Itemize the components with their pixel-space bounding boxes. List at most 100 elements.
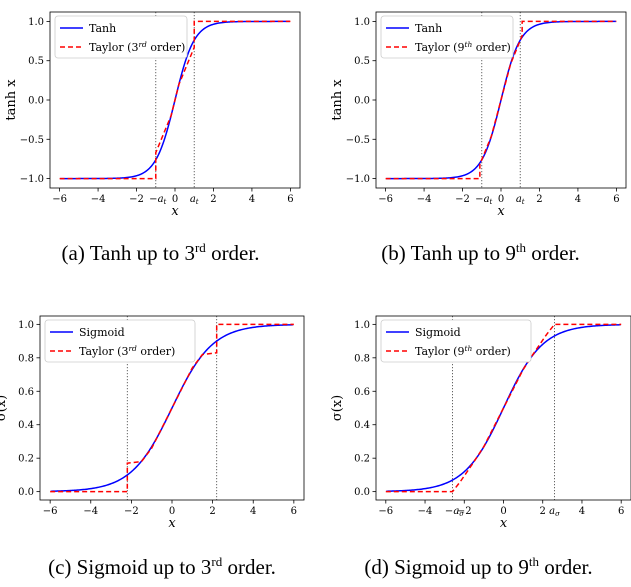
legend-label: Taylor (3rd order) — [79, 344, 175, 358]
x-tick-label: 6 — [618, 506, 624, 517]
y-axis-label: σ(x) — [0, 395, 9, 421]
y-tick-label: 1.0 — [28, 17, 44, 28]
caption-c-sup: rd — [211, 554, 223, 569]
y-tick-label: 0.0 — [28, 96, 44, 107]
x-axis-label: x — [171, 204, 179, 219]
x-tick-label: 6 — [287, 194, 293, 205]
y-tick-label: 0.8 — [354, 353, 370, 364]
caption-b-suffix: order. — [526, 241, 580, 265]
plot-data — [385, 20, 617, 180]
y-tick-label: 0.4 — [18, 420, 34, 431]
x-tick-label: −2 — [455, 194, 470, 205]
series-line-taylor — [50, 323, 294, 493]
x-tick-label: 4 — [250, 506, 256, 517]
y-axis-label: σ(x) — [330, 395, 345, 421]
plot-data — [385, 323, 622, 493]
x-tick-label: 0 — [498, 194, 504, 205]
caption-b: (b) Tanh up to 9th order. — [348, 240, 613, 266]
y-tick-label: −1.0 — [346, 174, 370, 185]
y-tick-label: 0.5 — [28, 56, 44, 67]
legend-label: Tanh — [89, 22, 116, 35]
legend-label: Taylor (9th order) — [415, 40, 511, 54]
x-tick-label: 6 — [613, 194, 619, 205]
x-tick-label: 4 — [249, 194, 255, 205]
y-axis-label: tanh x — [4, 79, 19, 121]
x-tick-label: −6 — [378, 506, 393, 517]
caption-b-sup: th — [515, 240, 527, 255]
x-tick-label: −6 — [43, 506, 58, 517]
chart-panel-b: −6 −4 −2 0 2 4 6 −at at −1.0 −0.5 0.0 0.5 1.0 x tanh x T… — [330, 11, 627, 219]
x-tick-label: 4 — [575, 194, 581, 205]
threshold-label-negative: −aσ — [445, 506, 464, 518]
y-tick-label: 0.5 — [354, 56, 370, 67]
threshold-label-negative: −at — [149, 194, 166, 206]
legend-label: Taylor (3rd order) — [89, 40, 185, 54]
threshold-label-positive: at — [516, 194, 525, 206]
y-tick-label: −0.5 — [20, 135, 44, 146]
x-tick-label: 0 — [172, 194, 178, 205]
caption-a-sup: rd — [194, 240, 206, 255]
y-tick-label: 0.0 — [18, 487, 34, 498]
x-tick-label: 2 — [210, 194, 216, 205]
x-tick-label: −2 — [457, 506, 472, 517]
y-tick-label: −1.0 — [20, 174, 44, 185]
series-line-exact — [50, 324, 294, 492]
x-tick-label: −2 — [129, 194, 144, 205]
caption-d-sup: th — [528, 554, 539, 569]
y-tick-label: −0.5 — [346, 135, 370, 146]
series-line-taylor — [385, 20, 617, 180]
y-tick-label: 1.0 — [18, 320, 34, 331]
y-tick-label: 0.6 — [18, 387, 34, 398]
legend-box — [54, 15, 188, 59]
threshold-label-positive: aσ — [549, 506, 560, 518]
x-tick-label: 2 — [209, 506, 215, 517]
chart-panel-d: −6 −4 −2 0 2 4 6 −aσ aσ 0.0 0.2 0.4 0.6 0.8 1.0 x σ(x) Si… — [330, 315, 631, 531]
x-axis-label: x — [500, 516, 508, 531]
x-tick-label: 0 — [500, 506, 506, 517]
x-tick-label: 2 — [540, 506, 546, 517]
caption-d: (d) Sigmoid up to 9th order. — [326, 554, 631, 580]
y-tick-label: 0.6 — [354, 387, 370, 398]
chart-panel-a: −6 −4 −2 0 2 4 6 −at at −1.0 −0.5 0.0 0.5 1.0 x tanh x T… — [4, 11, 301, 219]
y-tick-label: 0.2 — [354, 454, 370, 465]
series-line-taylor — [385, 323, 622, 493]
legend-label: Sigmoid — [415, 326, 461, 339]
x-tick-label: −2 — [124, 506, 139, 517]
x-tick-label: −4 — [83, 506, 98, 517]
series-line-taylor — [59, 20, 291, 180]
legend-box — [44, 319, 196, 363]
legend-box — [380, 15, 514, 59]
x-axis-label: x — [168, 516, 176, 531]
legend-label: Taylor (9th order) — [415, 344, 511, 358]
x-tick-label: 0 — [169, 506, 175, 517]
x-tick-label: 4 — [579, 506, 585, 517]
caption-c: (c) Sigmoid up to 3rd order. — [12, 554, 312, 580]
y-tick-label: 0.8 — [18, 353, 34, 364]
x-axis-label: x — [497, 204, 505, 219]
y-tick-label: 1.0 — [354, 17, 370, 28]
y-tick-label: 0.0 — [354, 96, 370, 107]
legend-box — [380, 319, 532, 363]
x-tick-label: −4 — [417, 194, 432, 205]
caption-a-suffix: order. — [205, 241, 260, 265]
y-tick-label: 0.4 — [354, 420, 370, 431]
y-tick-label: 0.0 — [354, 487, 370, 498]
caption-a: (a) Tanh up to 3rd order. — [28, 240, 293, 266]
x-tick-label: −4 — [418, 506, 433, 517]
x-tick-label: 6 — [291, 506, 297, 517]
chart-panel-c: −6 −4 −2 0 2 4 6 0.0 0.2 0.4 0.6 0.8 1.0 x σ(x) Sigmoid… — [0, 315, 305, 531]
plot-data — [50, 323, 294, 493]
legend-label: Sigmoid — [79, 326, 125, 339]
caption-d-text: (d) Sigmoid up to 9 — [364, 555, 529, 579]
threshold-label-negative: −at — [475, 194, 492, 206]
y-tick-label: 1.0 — [354, 320, 370, 331]
y-tick-label: 0.2 — [18, 454, 34, 465]
plot-data — [59, 20, 291, 180]
x-tick-label: 2 — [536, 194, 542, 205]
caption-c-text: (c) Sigmoid up to 3 — [48, 555, 212, 579]
x-tick-label: −6 — [52, 194, 67, 205]
caption-a-text: (a) Tanh up to 3 — [61, 241, 195, 265]
x-tick-label: −6 — [378, 194, 393, 205]
caption-c-suffix: order. — [222, 555, 276, 579]
